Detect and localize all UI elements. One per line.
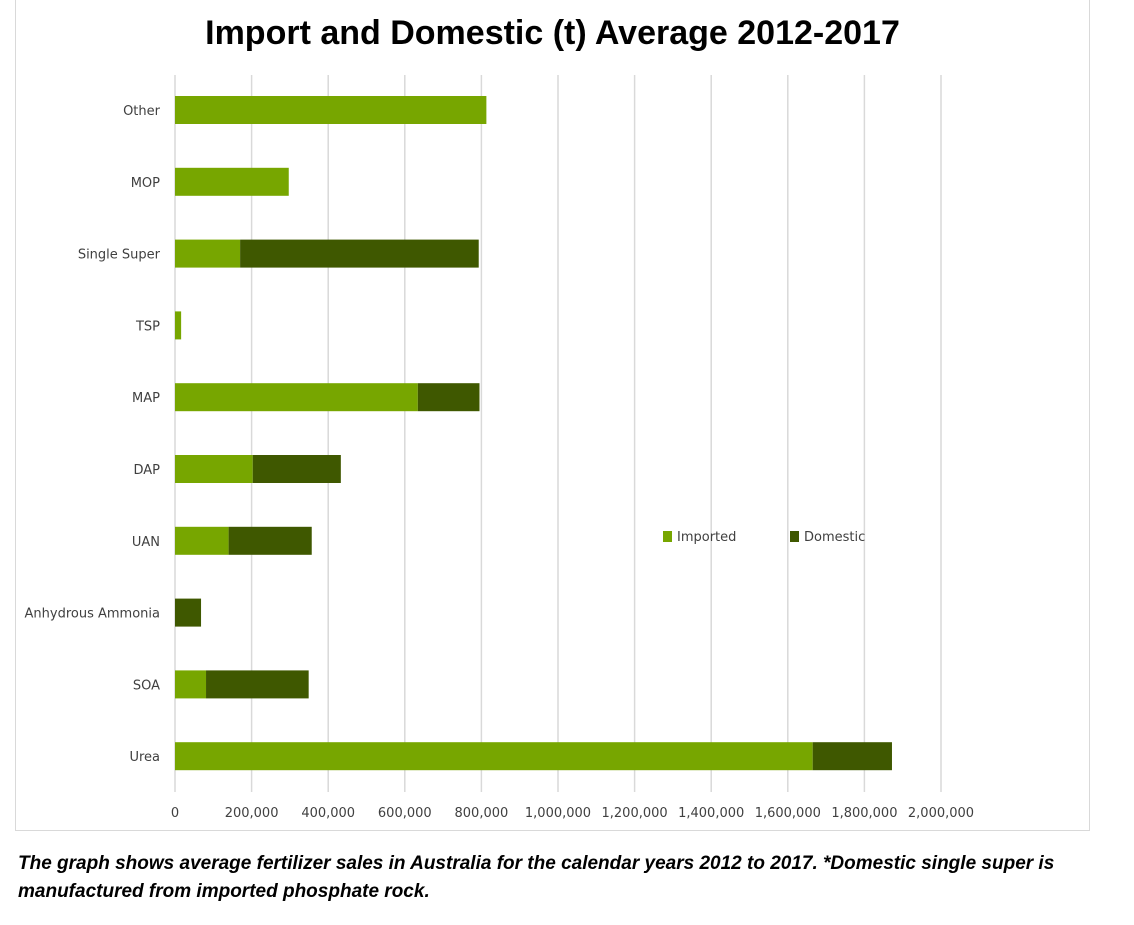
category-label: Anhydrous Ammonia bbox=[25, 607, 160, 622]
bar-imported bbox=[175, 239, 241, 268]
chart-frame bbox=[15, 0, 1090, 831]
category-label: MAP bbox=[132, 391, 160, 406]
category-label: Other bbox=[123, 104, 161, 119]
bar-imported bbox=[175, 96, 487, 124]
x-tick-label: 0 bbox=[171, 806, 179, 821]
legend-swatch-imported bbox=[663, 531, 672, 542]
category-label: Single Super bbox=[78, 248, 161, 263]
x-tick-label: 600,000 bbox=[378, 806, 432, 821]
bar-domestic bbox=[417, 383, 480, 412]
x-tick-label: 400,000 bbox=[301, 806, 355, 821]
bar-imported bbox=[175, 742, 813, 771]
x-tick-label: 1,400,000 bbox=[678, 806, 744, 821]
bar-imported bbox=[175, 526, 229, 555]
category-label: TSP bbox=[135, 319, 160, 334]
category-label: Urea bbox=[129, 750, 160, 765]
bar-imported bbox=[175, 311, 182, 340]
bar-domestic bbox=[206, 670, 309, 699]
category-label: SOA bbox=[133, 678, 160, 693]
x-tick-label: 1,800,000 bbox=[831, 806, 897, 821]
x-tick-label: 1,000,000 bbox=[525, 806, 591, 821]
category-label: UAN bbox=[132, 535, 160, 550]
bar-imported bbox=[175, 455, 253, 483]
x-tick-label: 2,000,000 bbox=[908, 806, 974, 821]
x-tick-label: 1,600,000 bbox=[755, 806, 821, 821]
chart-title: Import and Domestic (t) Average 2012-201… bbox=[205, 14, 900, 52]
chart-caption: The graph shows average fertilizer sales… bbox=[18, 853, 1055, 902]
legend-label: Imported bbox=[677, 530, 736, 545]
legend-label: Domestic bbox=[804, 530, 865, 545]
category-label: MOP bbox=[131, 176, 160, 191]
bar-domestic bbox=[812, 742, 892, 771]
bar-imported bbox=[175, 167, 289, 196]
bar-domestic bbox=[228, 526, 312, 555]
x-tick-label: 200,000 bbox=[225, 806, 279, 821]
bar-domestic bbox=[240, 239, 479, 268]
x-tick-label: 1,200,000 bbox=[602, 806, 668, 821]
bar-imported bbox=[175, 670, 207, 699]
x-tick-label: 800,000 bbox=[455, 806, 509, 821]
bar-chart: 0 200,000 400,000 600,000 800,000 1,000,000 1,… bbox=[25, 75, 974, 821]
category-label: DAP bbox=[133, 463, 160, 478]
bar-domestic bbox=[252, 455, 341, 483]
bar-imported bbox=[175, 383, 418, 412]
legend-swatch-domestic bbox=[790, 531, 799, 542]
bar-domestic bbox=[175, 598, 202, 627]
